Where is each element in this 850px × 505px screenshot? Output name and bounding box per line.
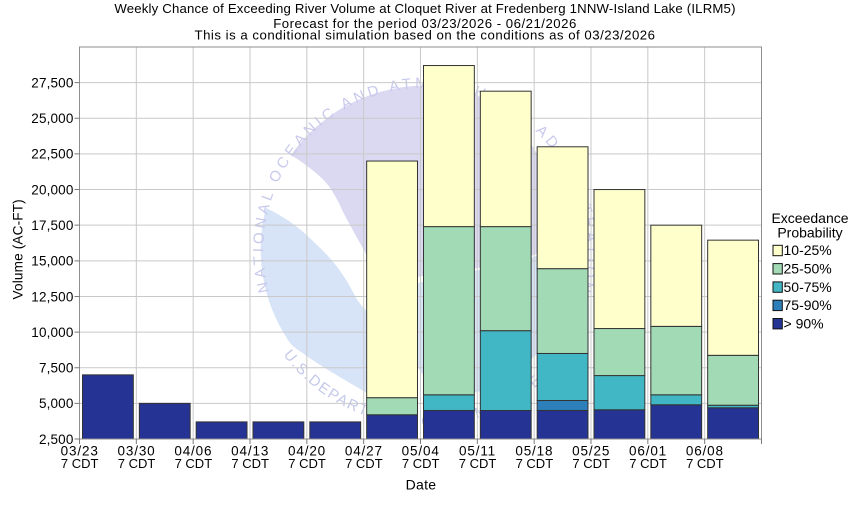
svg-text:27,500: 27,500 [31,75,73,90]
svg-text:2,500: 2,500 [39,432,74,447]
svg-text:50-75%: 50-75% [784,279,832,295]
svg-text:22,500: 22,500 [31,147,73,162]
svg-text:05/11: 05/11 [459,443,496,458]
svg-text:75-90%: 75-90% [784,297,832,313]
svg-text:04/20: 04/20 [288,443,326,458]
svg-text:5,000: 5,000 [39,396,74,411]
svg-text:Volume (AC-FT): Volume (AC-FT) [10,199,25,299]
svg-text:12,500: 12,500 [31,289,73,304]
svg-text:Weekly Chance of Exceeding Riv: Weekly Chance of Exceeding River Volume … [114,1,735,16]
svg-text:03/23: 03/23 [61,443,99,458]
svg-text:04/27: 04/27 [345,443,383,458]
svg-text:10,000: 10,000 [31,325,73,340]
svg-text:05/04: 05/04 [402,443,440,458]
svg-text:7 CDT: 7 CDT [629,456,667,471]
svg-text:This is a conditional simulati: This is a conditional simulation based o… [195,28,656,43]
svg-text:7 CDT: 7 CDT [572,456,610,471]
svg-text:20,000: 20,000 [31,182,73,197]
svg-text:Probability: Probability [777,225,842,241]
svg-text:7 CDT: 7 CDT [231,456,269,471]
svg-text:7 CDT: 7 CDT [686,456,724,471]
svg-text:06/01: 06/01 [629,443,667,458]
svg-text:Date: Date [406,476,437,492]
svg-text:06/08: 06/08 [686,443,724,458]
svg-text:10-25%: 10-25% [784,242,832,258]
svg-text:7 CDT: 7 CDT [118,456,156,471]
svg-text:Forecast for the period 03/23/: Forecast for the period 03/23/2026 - 06/… [273,16,577,31]
svg-text:7,500: 7,500 [39,361,74,376]
svg-text:05/18: 05/18 [515,443,553,458]
svg-text:Exceedance: Exceedance [771,210,848,226]
svg-text:05/25: 05/25 [572,443,610,458]
svg-text:> 90%: > 90% [784,315,824,331]
svg-text:03/30: 03/30 [118,443,156,458]
svg-text:25-50%: 25-50% [784,261,832,277]
svg-text:04/06: 04/06 [174,443,212,458]
svg-text:7 CDT: 7 CDT [288,456,326,471]
svg-text:7 CDT: 7 CDT [345,456,383,471]
svg-text:7 CDT: 7 CDT [402,456,440,471]
svg-text:7 CDT: 7 CDT [175,456,213,471]
svg-text:17,500: 17,500 [31,218,73,233]
svg-text:7 CDT: 7 CDT [516,456,554,471]
svg-text:04/13: 04/13 [231,443,269,458]
svg-text:7 CDT: 7 CDT [459,456,497,471]
svg-text:15,000: 15,000 [31,254,73,269]
svg-text:7 CDT: 7 CDT [61,456,99,471]
svg-text:25,000: 25,000 [31,111,73,126]
